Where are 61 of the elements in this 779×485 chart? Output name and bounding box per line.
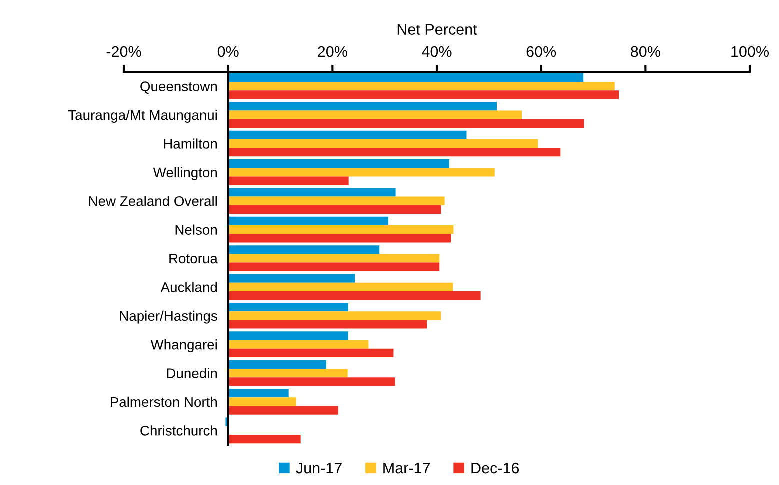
bar [228,302,348,312]
bar [228,110,522,120]
bar [228,139,538,148]
bar [228,82,615,91]
bar [228,254,440,263]
y-tick-label: Nelson [176,224,218,235]
x-axis-title: Net Percent [398,24,478,35]
x-tick-label: 80% [631,46,660,58]
bar [228,73,584,82]
x-tick-label: 100% [732,46,769,58]
bar [228,168,495,177]
y-tick-label: New Zealand Overall [89,196,217,206]
y-tick-label: Palmerston North [110,396,218,408]
x-tick-label: 60% [526,46,556,58]
bar [228,90,620,100]
bar [228,291,481,300]
bar [228,398,296,406]
x-tick-label: 40% [422,46,452,58]
bar [228,406,338,415]
bar [228,216,388,226]
x-tick-label: -20% [106,46,142,58]
legend-label: Jun-17 [296,463,342,474]
x-tick-label: 20% [318,46,348,58]
bar [228,160,450,168]
legend-label: Mar-17 [384,463,430,474]
bar [228,205,442,214]
bar [228,332,348,340]
bar [228,196,445,206]
bar [228,176,349,186]
bar [228,389,289,398]
bar [228,130,467,140]
bar [228,360,326,369]
bar [228,282,454,292]
y-tick-label: Auckland [160,282,218,292]
bar [228,274,356,283]
y-tick-label: Queenstown [140,82,218,94]
y-tick-label: Christchurch [140,426,218,436]
y-tick-label: Napier/Hastings [120,310,218,324]
bar [228,378,396,386]
bar [228,246,380,254]
bar [228,226,454,234]
y-tick-label: Dunedin [167,368,218,378]
bar [228,262,440,272]
bar [228,188,396,197]
bar [228,234,452,243]
bar [228,312,442,320]
legend-label: Dec-16 [472,462,520,474]
y-tick-label: Whangarei [150,340,217,352]
y-tick-label: Rotorua [170,254,218,264]
bar [228,340,369,349]
bar [228,434,301,444]
y-tick-label: Hamilton [164,138,218,149]
x-tick-label: 0% [218,46,239,58]
bar [228,368,348,378]
y-tick-label: Wellington [153,167,218,180]
bar [228,148,561,157]
bar [228,348,394,358]
bar [228,102,497,111]
y-tick-label: Tauranga/Mt Maunganui [68,110,217,123]
bar [228,320,428,329]
bar [228,119,584,128]
